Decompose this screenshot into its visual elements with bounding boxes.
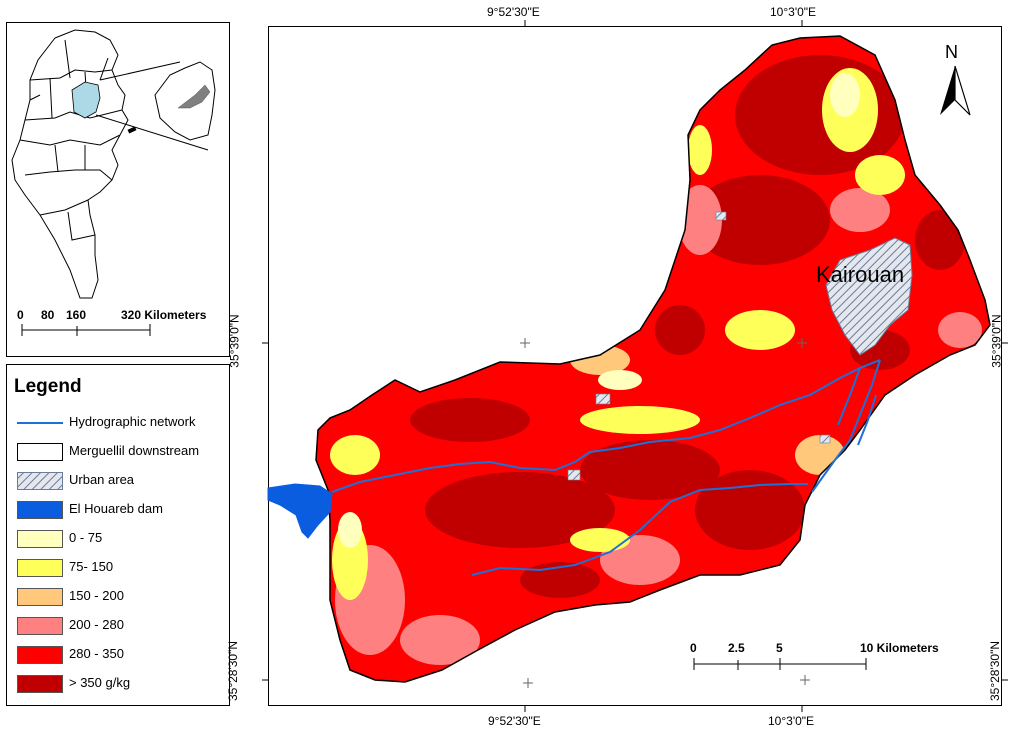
urban-area-small xyxy=(819,434,831,444)
urban-area-small xyxy=(715,211,727,221)
legend-item-class-5: 280 - 350 xyxy=(17,644,225,667)
salinity-raster xyxy=(316,36,990,682)
legend-item-class-4: 200 - 280 xyxy=(17,615,225,638)
legend-label: Merguellil downstream xyxy=(69,443,200,458)
el-houareb-dam xyxy=(267,483,333,539)
urban-area-kairouan xyxy=(825,237,913,356)
legend-label: El Houareb dam xyxy=(69,501,163,516)
color-swatch xyxy=(17,588,63,606)
coord-top-right: 10°3'0"E xyxy=(770,5,817,19)
legend-label: 150 - 200 xyxy=(69,588,124,603)
coord-bottom-right: 10°3'0"E xyxy=(768,714,815,728)
city-label-kairouan: Kairouan xyxy=(816,262,905,287)
inset-zoom-lines xyxy=(95,61,216,151)
basin-outline xyxy=(315,35,991,683)
legend-item-class-2: 75- 150 xyxy=(17,557,225,580)
legend-label: 0 - 75 xyxy=(69,530,103,545)
coord-bottom-left: 9°52'30"E xyxy=(488,714,541,728)
legend-label: 280 - 350 xyxy=(69,646,124,661)
inset-scale-label: 320 Kilometers xyxy=(121,308,207,322)
color-swatch xyxy=(17,530,63,548)
legend-item-class-1: 0 - 75 xyxy=(17,528,225,551)
color-swatch xyxy=(17,501,63,519)
coord-left-upper: 35°39'0"N xyxy=(227,314,242,368)
color-swatch xyxy=(17,646,63,664)
map-scale-label: 10 Kilometers xyxy=(860,641,939,655)
tunisia-inset-map xyxy=(11,29,129,299)
inset-scale-label: 80 xyxy=(41,308,55,322)
legend-label: > 350 g/kg xyxy=(69,675,131,690)
hydrographic-network xyxy=(331,359,881,576)
map-scale-bar xyxy=(693,658,867,670)
color-swatch xyxy=(17,559,63,577)
inset-scale-label: 160 xyxy=(66,308,87,322)
map-scale-label: 5 xyxy=(776,641,783,655)
study-region-highlight xyxy=(71,81,101,119)
line-swatch-icon xyxy=(17,422,63,424)
legend-item-merguellil-downstream: Merguellil downstream xyxy=(17,441,225,464)
inset-basin-shape xyxy=(177,84,211,109)
legend-item-class-3: 150 - 200 xyxy=(17,586,225,609)
inset-marker xyxy=(127,126,137,134)
legend-item-urban-area: Urban area xyxy=(17,470,225,493)
coord-right-upper: 35°39'0"N xyxy=(989,314,1004,368)
inset-scale-bar xyxy=(21,324,151,336)
legend-label: 75- 150 xyxy=(69,559,114,574)
legend-item-class-6: > 350 g/kg xyxy=(17,673,225,696)
outline-swatch xyxy=(17,443,63,461)
urban-area-small xyxy=(595,393,611,405)
legend-item-hydrographic-network: Hydrographic network xyxy=(17,412,225,435)
urban-area-small xyxy=(567,469,581,481)
map-scale-label: 0 xyxy=(690,641,697,655)
inset-locator-panel xyxy=(6,22,230,357)
north-arrow-icon xyxy=(940,65,971,116)
legend-item-el-houareb-dam: El Houareb dam xyxy=(17,499,225,522)
legend-label: 200 - 280 xyxy=(69,617,124,632)
coord-top-left: 9°52'30"E xyxy=(487,5,540,19)
frame-ticks xyxy=(262,20,1008,712)
hatch-swatch-icon xyxy=(17,472,63,490)
graticule-crosses xyxy=(520,338,810,688)
color-swatch xyxy=(17,675,63,693)
color-swatch xyxy=(17,617,63,635)
legend-title: Legend xyxy=(14,376,82,397)
legend-label: Hydrographic network xyxy=(69,414,196,429)
coord-right-lower: 35°28'30"N xyxy=(988,640,1003,702)
north-label: N xyxy=(945,42,958,62)
legend-label: Urban area xyxy=(69,472,135,487)
coord-left-lower: 35°28'30"N xyxy=(226,640,241,702)
inset-scale-label: 0 xyxy=(17,308,24,322)
map-scale-label: 2.5 xyxy=(728,641,745,655)
